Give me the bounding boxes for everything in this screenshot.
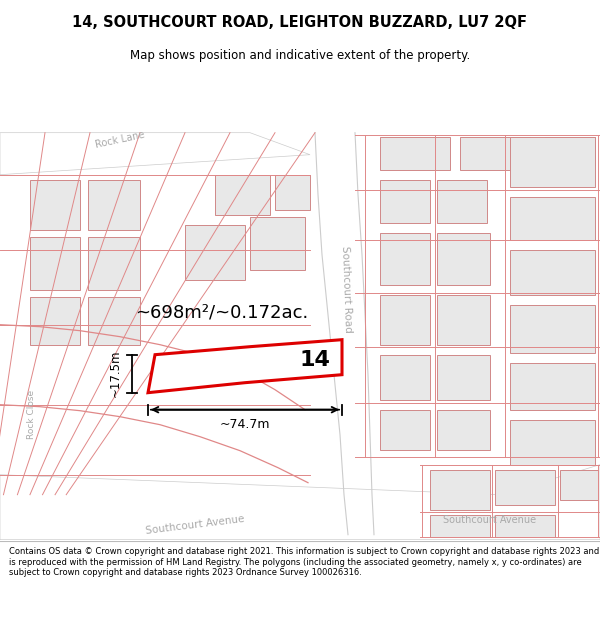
Polygon shape (30, 297, 80, 345)
Polygon shape (437, 294, 490, 345)
Text: Southcourt Avenue: Southcourt Avenue (443, 515, 536, 525)
Polygon shape (380, 294, 430, 345)
Polygon shape (215, 174, 270, 214)
Polygon shape (30, 237, 80, 290)
Polygon shape (380, 355, 430, 400)
Text: Contains OS data © Crown copyright and database right 2021. This information is : Contains OS data © Crown copyright and d… (9, 548, 599, 577)
Polygon shape (0, 465, 600, 539)
Polygon shape (0, 132, 310, 174)
Text: Southcourt Road: Southcourt Road (340, 246, 353, 333)
Polygon shape (560, 470, 598, 500)
Polygon shape (380, 137, 450, 169)
Polygon shape (495, 470, 555, 505)
Polygon shape (88, 237, 140, 290)
Polygon shape (430, 515, 490, 537)
Polygon shape (88, 180, 140, 229)
Polygon shape (185, 224, 245, 280)
Text: ~17.5m: ~17.5m (109, 350, 121, 398)
Text: ~698m²/~0.172ac.: ~698m²/~0.172ac. (136, 304, 308, 322)
Polygon shape (510, 249, 595, 294)
Text: 14: 14 (299, 350, 331, 369)
Polygon shape (250, 217, 305, 270)
Text: Rock Lane: Rock Lane (94, 129, 146, 150)
Polygon shape (148, 340, 342, 392)
Text: ~74.7m: ~74.7m (220, 418, 270, 431)
Polygon shape (510, 420, 595, 465)
Polygon shape (460, 137, 530, 169)
Polygon shape (437, 355, 490, 400)
Polygon shape (495, 515, 555, 537)
Polygon shape (88, 297, 140, 345)
Polygon shape (437, 232, 490, 285)
Polygon shape (430, 470, 490, 510)
Polygon shape (510, 304, 595, 352)
Polygon shape (30, 180, 80, 229)
Polygon shape (510, 197, 595, 239)
Polygon shape (380, 180, 430, 222)
Text: Southcourt Avenue: Southcourt Avenue (145, 514, 245, 536)
Polygon shape (315, 132, 370, 555)
Polygon shape (545, 137, 595, 164)
Polygon shape (437, 180, 487, 222)
Text: Rock Close: Rock Close (28, 390, 37, 439)
Polygon shape (437, 410, 490, 450)
Polygon shape (510, 362, 595, 410)
Polygon shape (380, 232, 430, 285)
Polygon shape (510, 137, 595, 187)
Polygon shape (380, 410, 430, 450)
Text: 14, SOUTHCOURT ROAD, LEIGHTON BUZZARD, LU7 2QF: 14, SOUTHCOURT ROAD, LEIGHTON BUZZARD, L… (73, 14, 527, 29)
Text: Map shows position and indicative extent of the property.: Map shows position and indicative extent… (130, 49, 470, 62)
Polygon shape (275, 174, 310, 210)
